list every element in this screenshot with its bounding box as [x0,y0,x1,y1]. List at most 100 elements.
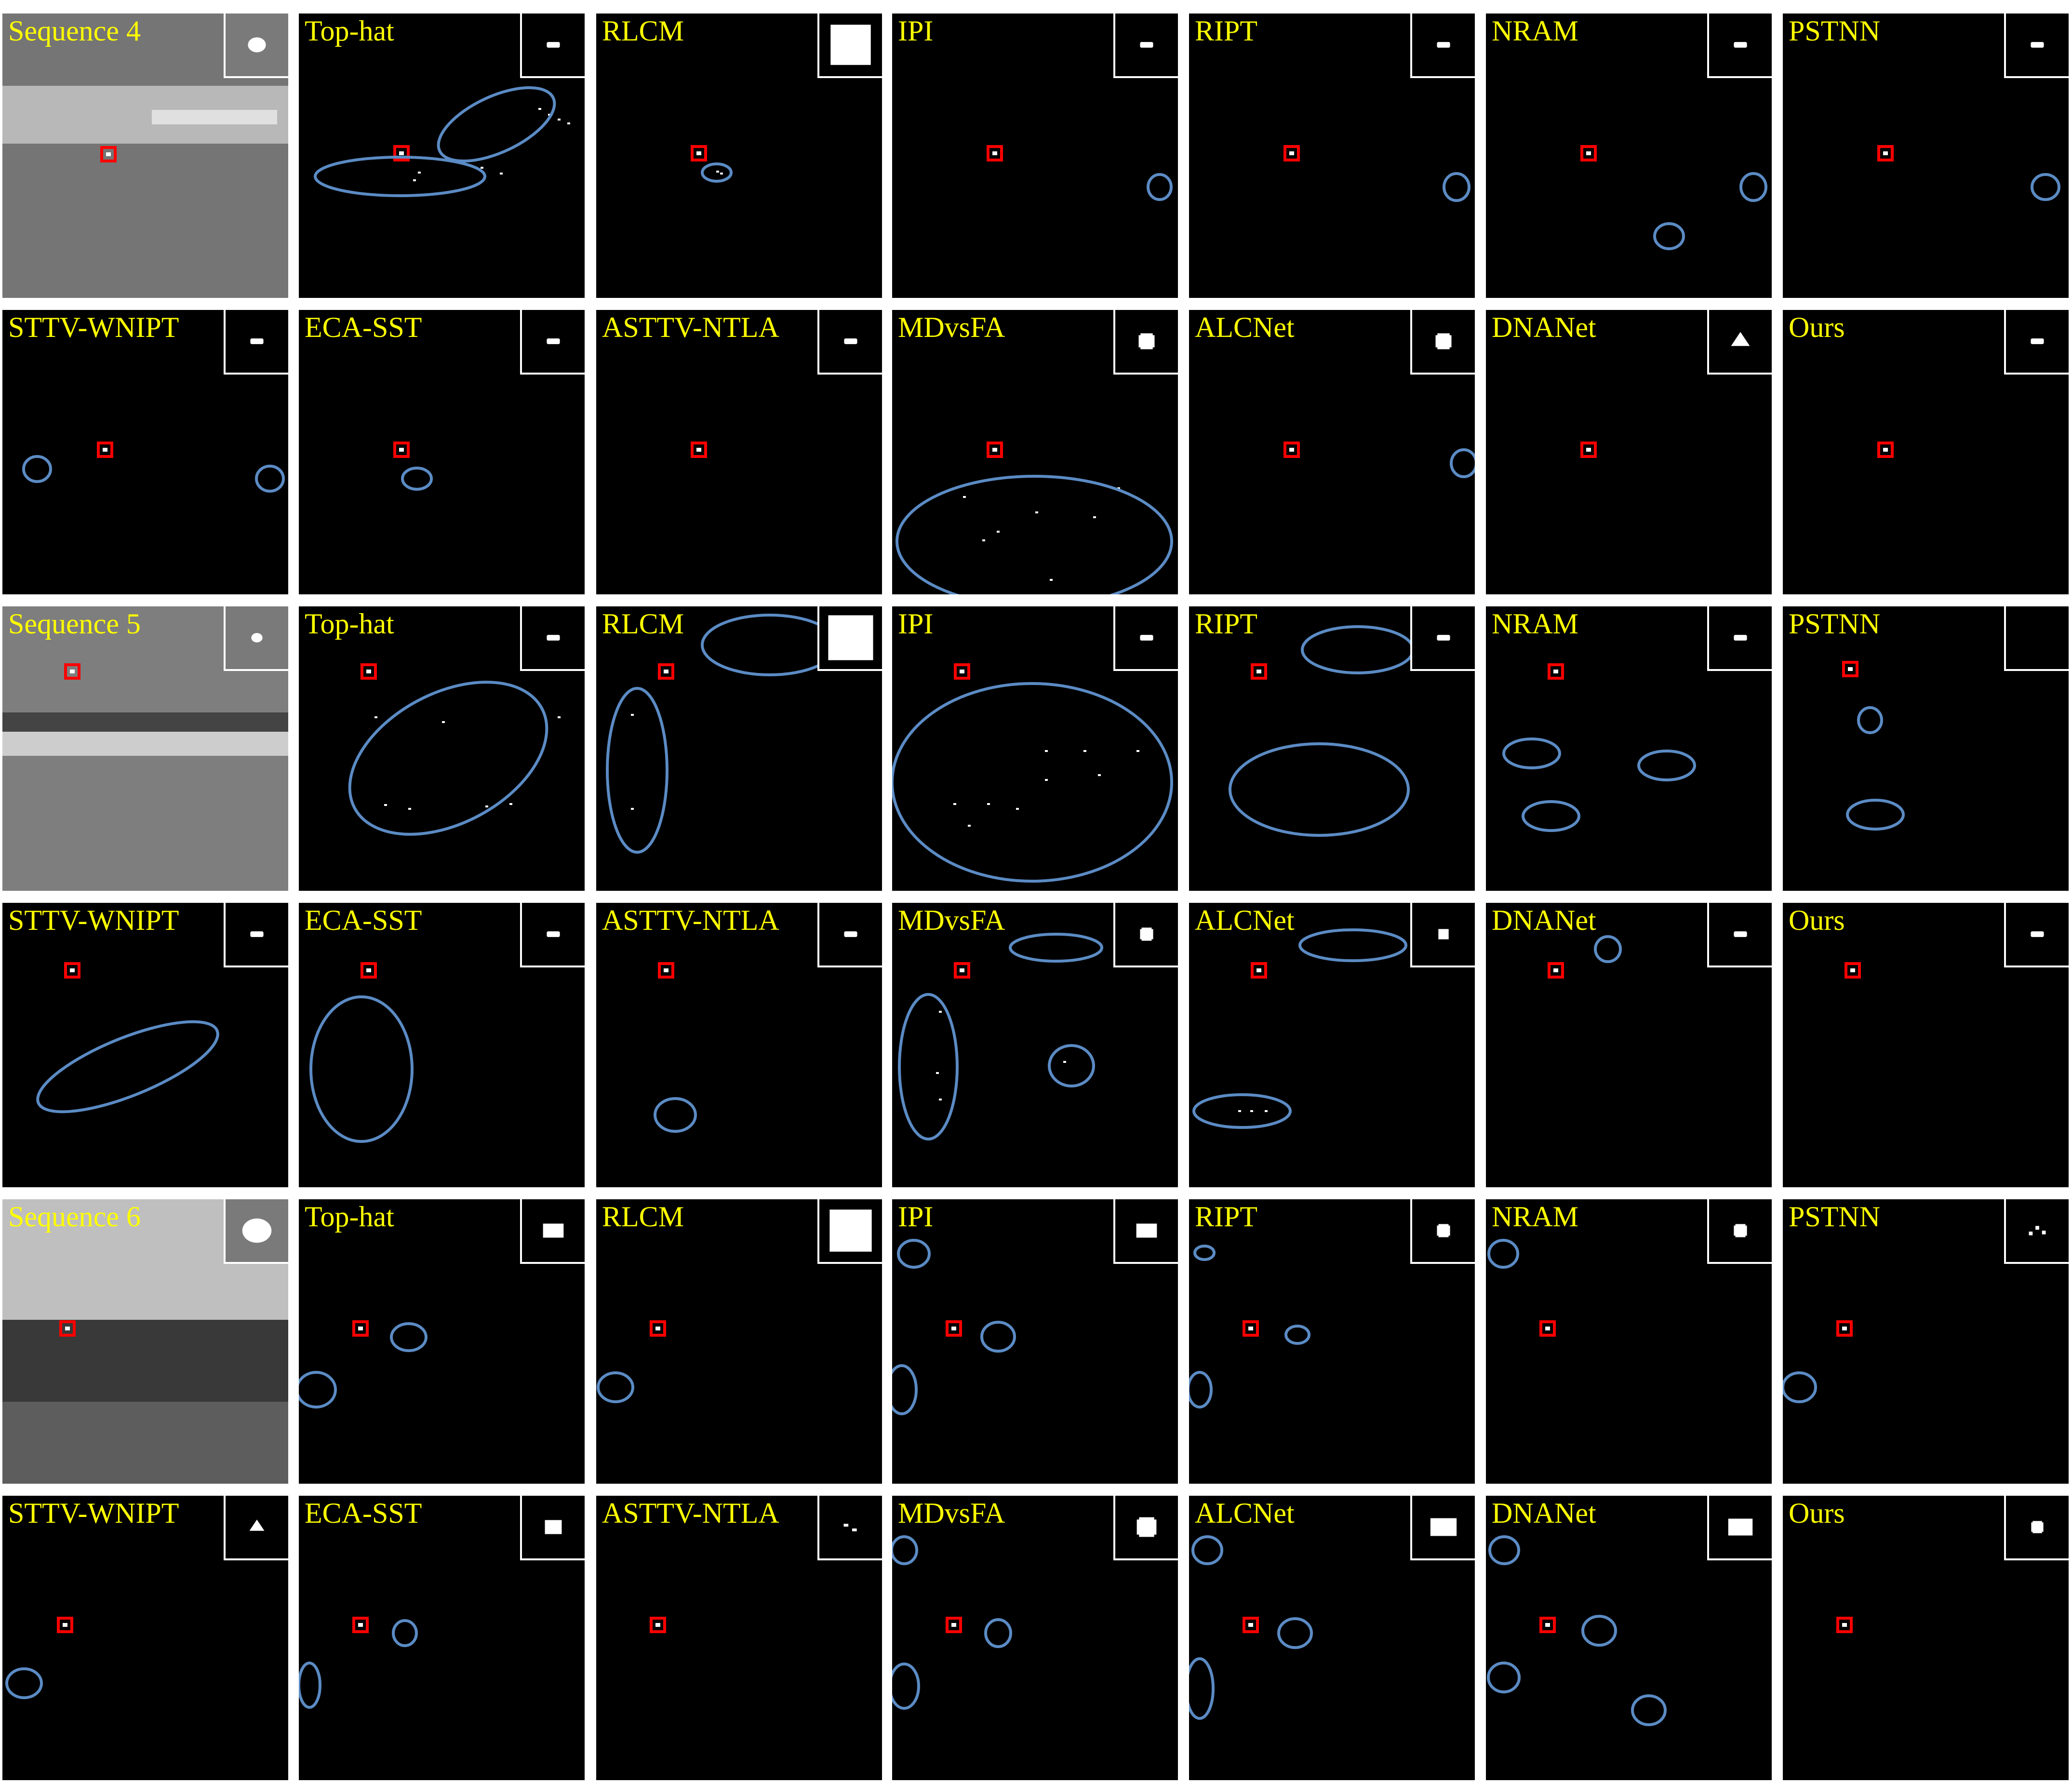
target-pixel [1545,1327,1550,1330]
false-alarm-ellipse [1443,172,1470,202]
detection-result-panel: ALCNet [1189,903,1475,1187]
method-label: IPI [898,15,934,47]
false-alarm-ellipse [701,162,733,183]
false-alarm-ellipse [5,1667,43,1699]
method-label: Ours [1789,904,1845,936]
method-label: RLCM [602,15,684,47]
inset-canvas [250,338,264,344]
detection-result-panel: STTV-WNIPT [2,310,288,594]
target-box [658,663,674,680]
false-alarm-ellipse [1522,800,1580,832]
panel-overlay [1842,661,1905,831]
inset-canvas [829,1209,872,1252]
target-box [1243,1617,1259,1633]
detection-result-panel: Top-hat [299,13,585,298]
detection-result-panel: Ours [1783,903,2069,1187]
target-zoom-inset [224,606,288,671]
target-box [1842,661,1858,677]
false-alarm-ellipse [892,1663,920,1710]
detected-pixel [485,805,488,807]
detected-pixel [1117,487,1120,489]
target-zoom-inset [520,310,585,375]
target-zoom-inset [520,13,585,78]
detection-result-panel: ECA-SST [299,310,585,594]
target-box [59,1320,76,1337]
target-pixel [664,968,668,972]
inset-target-shape [1136,1223,1157,1238]
panel-overlay [348,663,561,836]
inset-target-shape [249,1519,265,1531]
inset-target-shape [844,931,857,937]
inset-target-shape [250,338,264,344]
target-box [1283,145,1300,161]
detected-pixel [1045,750,1048,752]
inset-target-shape [828,615,873,660]
target-box [100,146,117,162]
method-label: ASTTV-NTLA [602,311,779,343]
target-zoom-inset [224,13,288,78]
inset-canvas [843,1524,857,1531]
detected-pixel [1093,516,1096,518]
inset-target-shape [829,1209,872,1252]
inset-canvas [1734,1224,1747,1237]
target-pixel [992,448,997,452]
detected-pixel [1083,750,1086,752]
detection-result-panel: ECA-SST [299,1496,585,1780]
inset-canvas [226,13,288,76]
panel-overlay [1283,442,1475,478]
target-pixel [655,1327,660,1330]
target-pixel [1850,968,1855,972]
method-label: PSTNN [1789,608,1881,640]
target-pixel [63,1623,67,1627]
panel-overlay [5,1617,73,1699]
method-label: MDvsFA [898,904,1005,936]
inset-canvas [2031,1521,2044,1533]
false-alarm-ellipse [654,1097,697,1133]
target-pixel [106,152,111,156]
target-zoom-inset [2004,903,2069,967]
target-pixel [696,151,701,155]
target-zoom-inset [817,1199,882,1264]
target-zoom-inset [224,1199,288,1264]
panel-overlay [691,145,733,183]
inset-canvas [2006,606,2069,669]
false-alarm-ellipse [1301,625,1415,674]
target-zoom-inset [224,903,288,967]
panel-overlay [1845,962,1861,979]
detection-result-panel: STTV-WNIPT [2,903,288,1187]
false-alarm-ellipse [255,465,285,493]
target-pixel [1883,448,1888,452]
inset-canvas [547,338,560,344]
target-pixel [1257,670,1261,673]
target-zoom-inset [1410,606,1475,671]
target-box [97,442,113,458]
detected-pixel [418,172,421,174]
detected-pixel [548,114,551,116]
raw-image-region [2,144,288,298]
panel-overlay [892,1239,1016,1415]
inset-canvas [828,615,873,660]
false-alarm-ellipse [1191,1535,1223,1565]
detected-pixel [567,122,570,124]
target-pixel [103,448,107,452]
panel-overlay [650,1617,666,1633]
target-box [1251,962,1267,979]
target-box [1548,663,1564,680]
method-label: Top-hat [305,15,394,47]
detected-pixel [982,539,985,541]
method-label: ALCNet [1195,311,1295,343]
detection-result-panel: Top-hat [299,606,585,891]
target-pixel [951,1327,956,1330]
detection-result-panel: ASTTV-NTLA [596,310,882,594]
raw-image-region [2,756,288,891]
false-alarm-ellipse [1783,1371,1817,1403]
inset-canvas [1140,635,1153,641]
false-alarm-ellipse [597,1371,634,1403]
detection-result-panel: IPI [892,13,1178,298]
detected-pixel [953,803,956,805]
inset-canvas [226,1199,288,1262]
target-pixel [1545,1623,1550,1627]
false-alarm-ellipse [314,156,486,197]
panel-overlay [59,1320,76,1337]
target-box [987,442,1003,458]
